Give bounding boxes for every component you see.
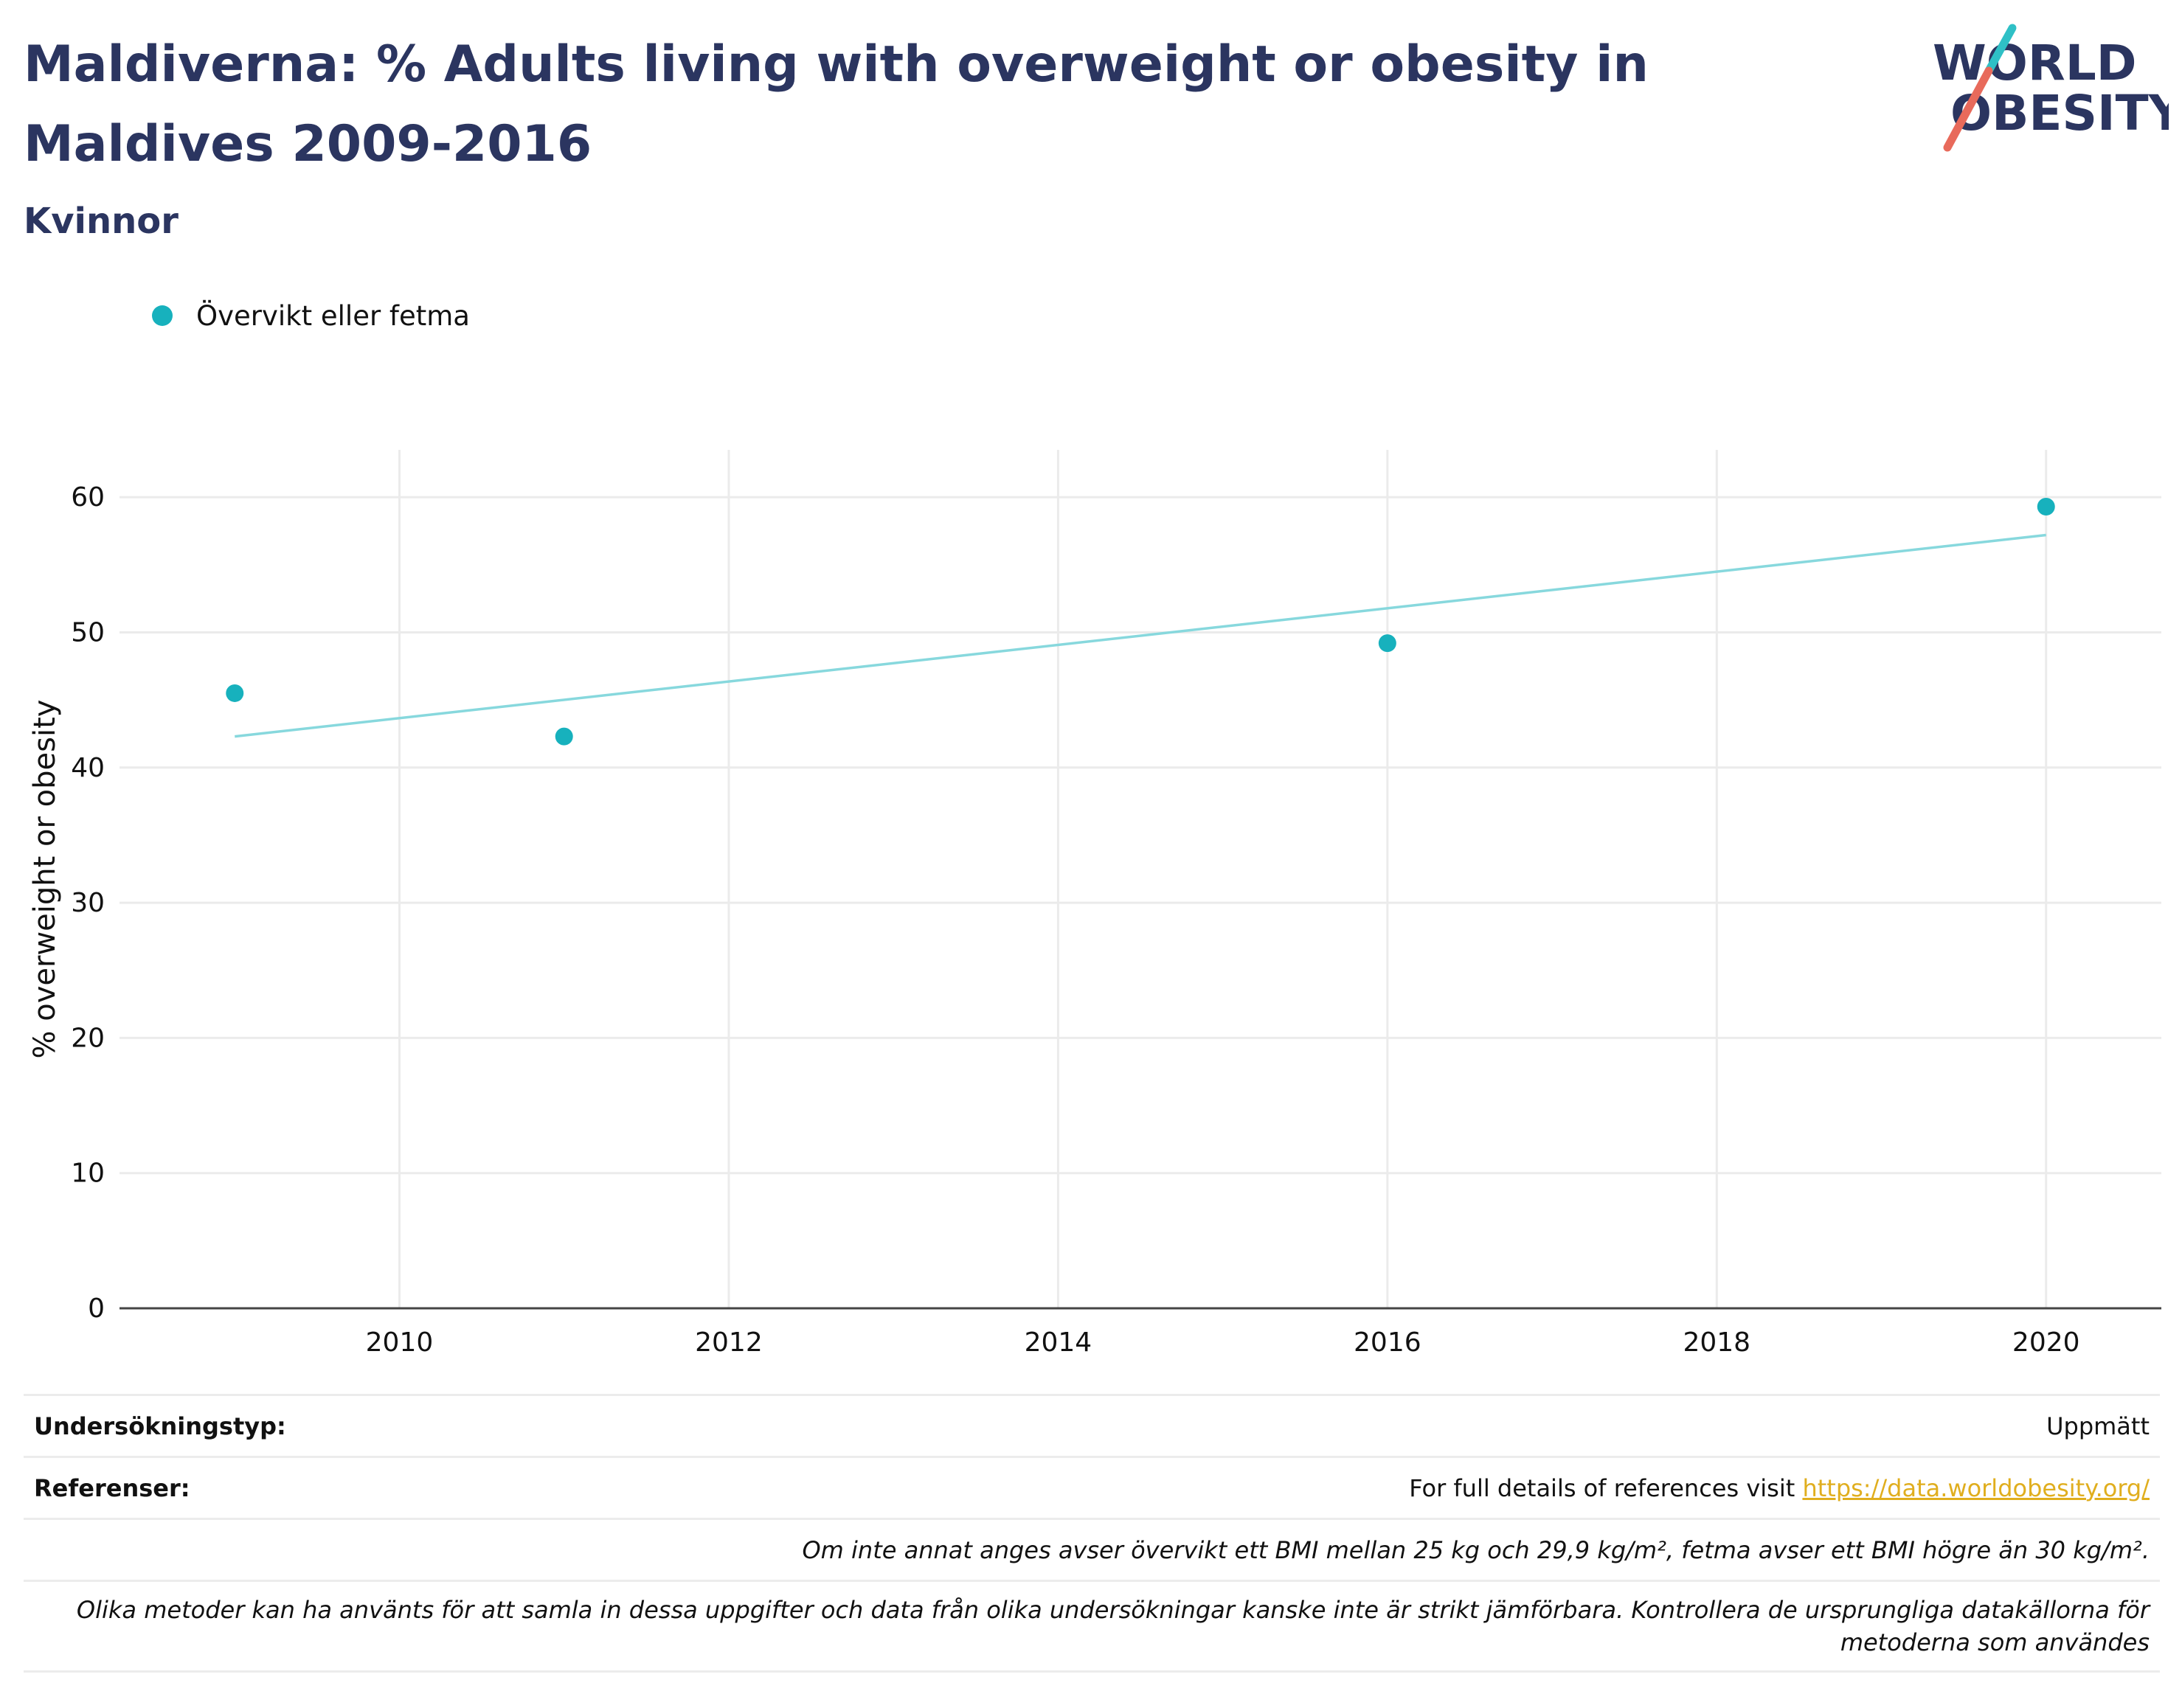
point-layer [226,497,2055,746]
legend-marker [152,305,173,326]
x-tick-label: 2010 [366,1327,434,1357]
legend-label: Övervikt eller fetma [196,299,470,332]
methods-note-row: Olika metoder kan ha använts för att sam… [24,1580,2160,1673]
world-obesity-logo: WORLD OBESITY [1933,24,2169,152]
info-table: Undersökningstyp: Uppmätt Referenser: Fo… [24,1394,2160,1673]
chart-subtitle: Kvinnor [24,201,179,242]
references-label: Referenser: [34,1473,190,1502]
data-point [226,684,244,702]
axis-layer: 0 10 20 30 40 50 60 2010 2012 2014 2016 2018 2020 % o… [28,482,2161,1357]
x-tick-label: 2018 [1683,1327,1750,1357]
definition-note: Om inte annat anges avser övervikt ett B… [802,1535,2150,1564]
grid-layer [120,450,2161,1308]
x-tick-label: 2016 [1354,1327,1421,1357]
y-tick-label: 30 [71,888,105,918]
logo-line1: WORLD [1933,35,2137,91]
logo-line2: OBESITY [1950,85,2169,142]
y-tick-label: 60 [71,482,105,513]
survey-type-value: Uppmätt [2046,1412,2150,1440]
data-point [1378,634,1396,653]
y-tick-label: 50 [71,617,105,648]
references-value: For full details of references visit htt… [1409,1474,2150,1502]
y-tick-label: 40 [71,753,105,783]
x-tick-label: 2012 [695,1327,763,1357]
data-point [2037,497,2055,515]
references-row: Referenser: For full details of referenc… [24,1456,2160,1518]
trend-layer [235,533,2046,738]
logo-slash-teal [1984,24,2017,75]
chart-title: Maldiverna: % Adults living with overwei… [24,35,1649,173]
y-tick-label: 10 [71,1159,105,1189]
references-link[interactable]: https://data.worldobesity.org/ [1802,1473,2150,1502]
y-tick-label: 20 [71,1023,105,1053]
chart-legend: Övervikt eller fetma [152,294,470,338]
survey-type-row: Undersökningstyp: Uppmätt [24,1394,2160,1456]
logo-slash-coral [1943,66,1993,152]
references-text: For full details of references visit [1409,1473,1803,1502]
definition-note-row: Om inte annat anges avser övervikt ett B… [24,1518,2160,1580]
x-tick-label: 2020 [2012,1327,2080,1357]
survey-type-label: Undersökningstyp: [34,1412,286,1440]
y-axis-title: % overweight or obesity [28,700,62,1059]
y-tick-label: 0 [88,1294,105,1324]
scatter-chart: 0 10 20 30 40 50 60 2010 2012 2014 2016 2018 2020 % o… [28,450,2161,1357]
x-tick-label: 2014 [1025,1327,1092,1357]
data-point [555,727,573,746]
trend-line [235,533,2046,738]
methods-note: Olika metoder kan ha använts för att sam… [76,1596,2150,1656]
